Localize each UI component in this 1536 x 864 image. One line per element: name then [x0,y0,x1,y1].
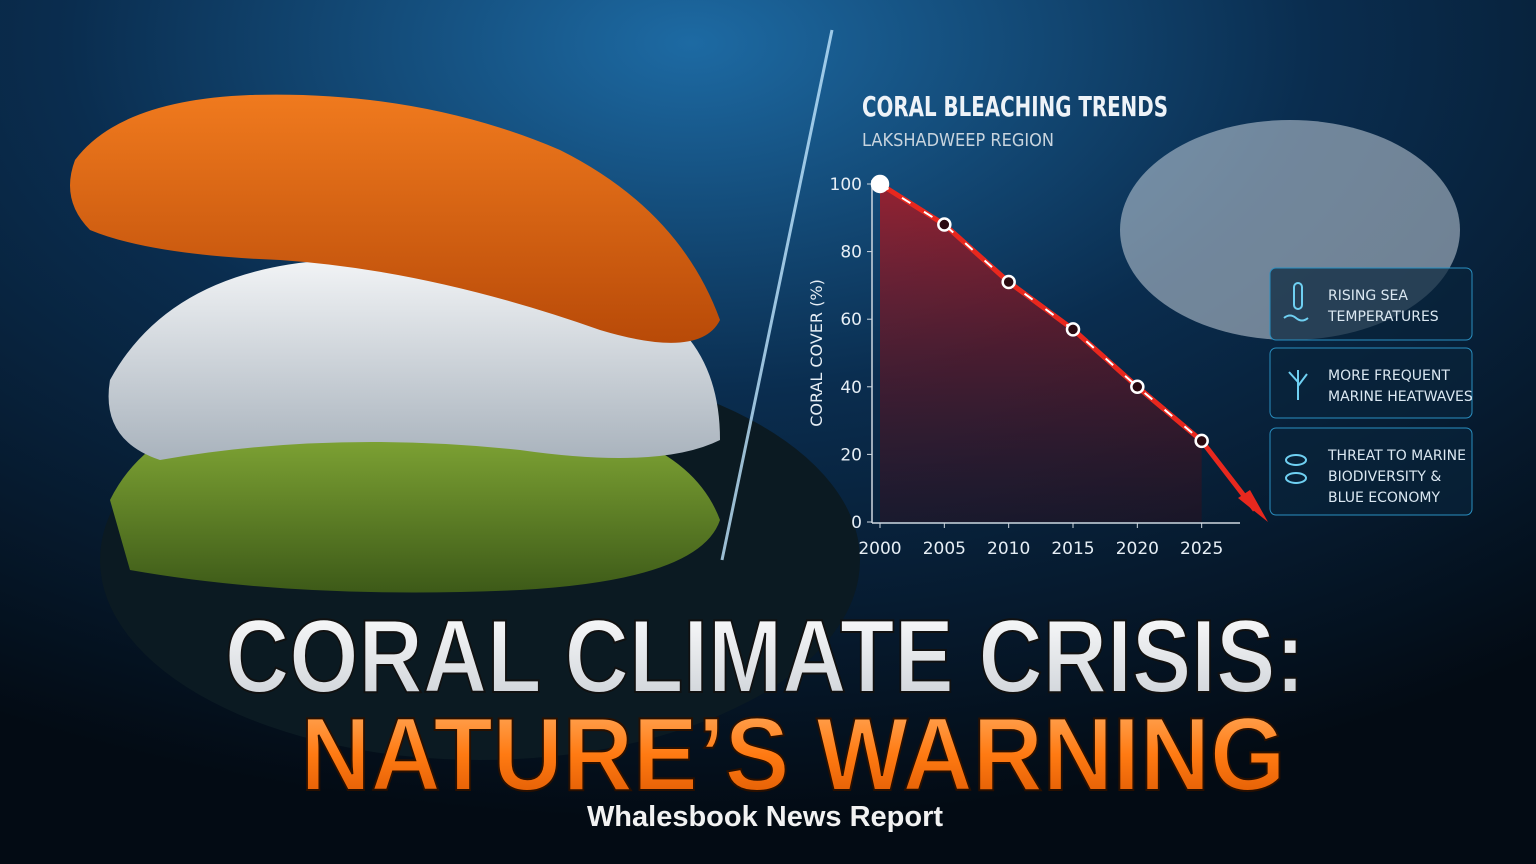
y-tick-label: 60 [840,310,862,330]
callouts: RISING SEA TEMPERATURES MORE FREQUENT MARIN… [1269,267,1473,516]
point [870,174,890,194]
x-tick-label: 2000 [858,539,901,559]
y-tick-label: 80 [840,243,862,263]
point [1194,433,1209,449]
callout-text: THREAT TO MARINE [1327,448,1466,464]
point [1065,322,1081,337]
callout-text: MORE FREQUENT [1328,368,1450,384]
y-axis-label: CORAL COVER (%) [807,279,826,427]
x-tick-label: 2015 [1051,539,1094,559]
coral-illustration [70,94,1460,760]
x-tick-label: 2005 [923,539,966,559]
point [1001,274,1016,290]
callout-icons [1283,282,1309,484]
y-tick-label: 100 [830,175,862,195]
callout-box [1269,267,1473,341]
byline: Whalesbook News Report [587,801,943,833]
callout-text: BLUE ECONOMY [1328,490,1440,506]
divider [720,29,834,561]
headline-line-2: NATURE’S WARNING [301,697,1286,813]
callout-box [1269,427,1473,516]
area [880,184,1202,522]
point [937,217,952,232]
callout-text: RISING SEA [1328,288,1408,304]
headline-line-1: CORAL CLIMATE CRISIS: [225,599,1305,715]
chart-subtitle: LAKSHADWEEP REGION [862,130,1054,151]
x-tick-label: 2010 [987,539,1030,559]
y-tick-label: 20 [840,445,862,465]
x-tick-label: 2025 [1180,539,1223,559]
callout-box [1269,347,1473,419]
chart-title: CORAL BLEACHING TRENDS [862,90,1168,123]
callout-text: BIODIVERSITY & [1328,469,1441,485]
point [1130,379,1145,395]
y-tick-label: 40 [840,378,862,398]
y-tick-label: 0 [851,513,862,533]
trend-extension [1199,439,1257,512]
x-tick-label: 2020 [1116,539,1159,559]
line-dashes [879,183,1203,442]
callout-text: TEMPERATURES [1327,309,1439,325]
callout-text: MARINE HEATWAVES [1328,389,1473,405]
